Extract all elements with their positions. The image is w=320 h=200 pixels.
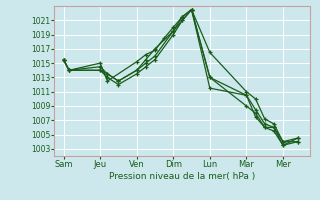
- X-axis label: Pression niveau de la mer( hPa ): Pression niveau de la mer( hPa ): [109, 172, 256, 181]
